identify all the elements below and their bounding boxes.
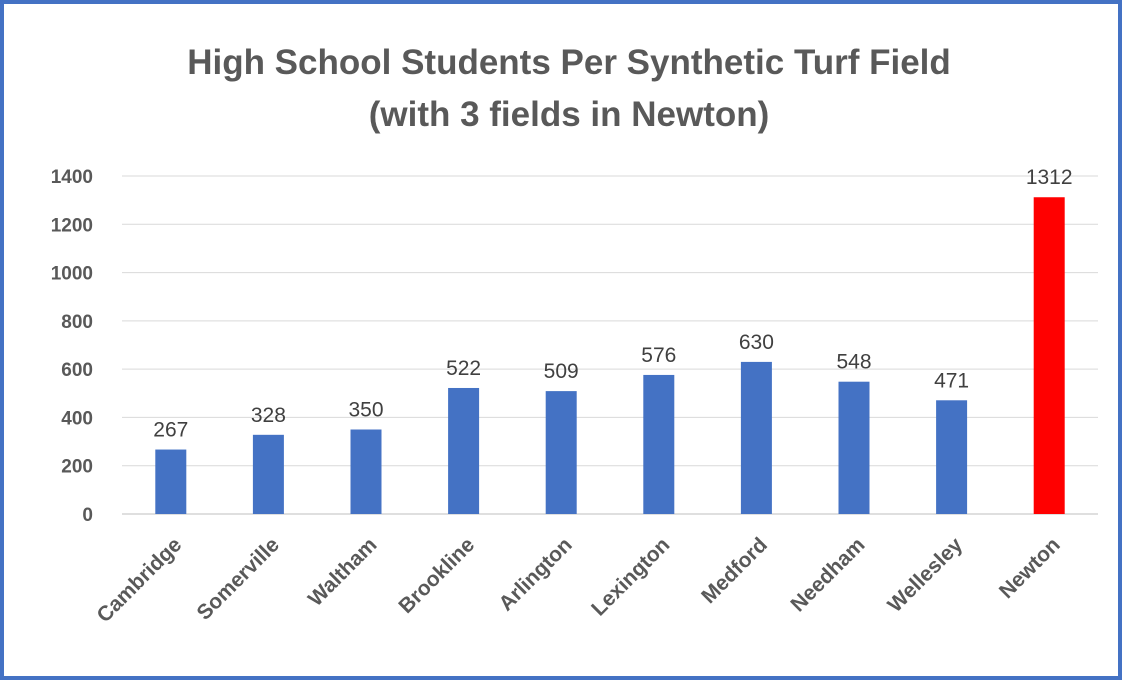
x-tick-label: Newton	[995, 533, 1065, 603]
data-label: 471	[934, 369, 969, 392]
x-tick-label: Needham	[786, 533, 869, 616]
x-tick-label: Waltham	[304, 533, 382, 611]
x-tick-label: Lexington	[587, 533, 674, 620]
data-labels: 267 328 350 522 509 576 630 548 471 1312	[153, 166, 1072, 441]
x-tick-label: Arlington	[494, 533, 576, 615]
x-tick-label: Wellesley	[883, 533, 967, 617]
gridlines	[122, 175, 1098, 515]
y-tick-label: 1000	[51, 264, 93, 285]
x-tick-label: Cambridge	[93, 533, 187, 627]
x-tick-label: Somerville	[193, 533, 284, 624]
y-tick-label: 800	[61, 312, 93, 333]
y-tick-label: 400	[61, 408, 93, 429]
data-label: 1312	[1026, 166, 1073, 189]
y-tick-label: 1200	[51, 215, 93, 236]
y-tick-label: 200	[61, 457, 93, 478]
bar-wellesley	[936, 400, 968, 514]
bar-brookline	[448, 387, 480, 514]
bar-chart: High School Students Per Synthetic Turf …	[51, 43, 1098, 627]
bars	[155, 197, 1065, 514]
bar-newton	[1033, 197, 1065, 514]
chart-title: High School Students Per Synthetic Turf …	[187, 43, 951, 82]
data-label: 350	[348, 399, 383, 422]
bar-cambridge	[155, 449, 187, 514]
y-axis-ticks: 0 200 400 600 800 1000 1200 1400	[51, 167, 93, 526]
data-label: 522	[446, 357, 481, 380]
data-label: 328	[251, 404, 286, 427]
bar-somerville	[252, 434, 284, 514]
y-tick-label: 1400	[51, 167, 93, 188]
data-label: 267	[153, 419, 188, 442]
data-label: 630	[739, 331, 774, 354]
bar-arlington	[545, 391, 577, 514]
chart-subtitle: (with 3 fields in Newton)	[369, 95, 770, 134]
data-label: 576	[641, 344, 676, 367]
bar-medford	[740, 361, 772, 514]
bar-waltham	[350, 429, 382, 514]
bar-lexington	[643, 374, 675, 514]
bar-needham	[838, 381, 870, 514]
data-label: 548	[836, 351, 871, 374]
x-tick-label: Brookline	[394, 533, 479, 618]
data-label: 509	[544, 360, 579, 383]
x-tick-label: Medford	[697, 533, 772, 608]
x-axis-ticks: Cambridge Somerville Waltham Brookline Arlin…	[93, 533, 1065, 627]
y-tick-label: 600	[61, 360, 93, 381]
y-tick-label: 0	[82, 505, 93, 526]
